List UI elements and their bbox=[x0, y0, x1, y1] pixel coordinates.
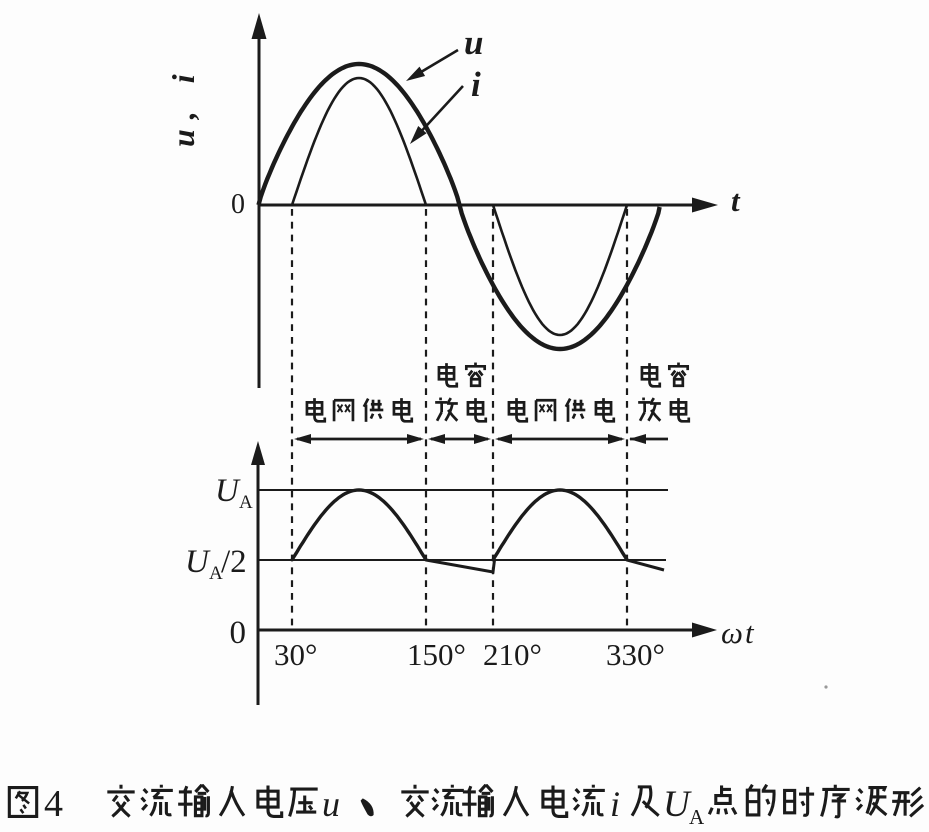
svg-text:U: U bbox=[663, 784, 692, 825]
svg-text:i: i bbox=[610, 784, 620, 824]
svg-text:0: 0 bbox=[231, 189, 245, 220]
svg-text:/2: /2 bbox=[221, 544, 247, 580]
svg-text:330°: 330° bbox=[606, 637, 665, 672]
svg-text:t: t bbox=[745, 615, 755, 650]
svg-text:A: A bbox=[209, 563, 223, 584]
svg-text:t: t bbox=[731, 183, 741, 218]
svg-text:U: U bbox=[215, 473, 241, 509]
svg-text:A: A bbox=[239, 492, 253, 513]
svg-text:210°: 210° bbox=[483, 637, 542, 672]
svg-text:30°: 30° bbox=[274, 637, 317, 672]
svg-text:ω: ω bbox=[721, 615, 743, 650]
svg-text:u: u bbox=[322, 784, 340, 824]
svg-text:U: U bbox=[185, 544, 211, 580]
svg-text:150°: 150° bbox=[407, 637, 466, 672]
svg-text:u, i: u, i bbox=[165, 64, 201, 147]
svg-text:4: 4 bbox=[44, 783, 63, 825]
svg-text:A: A bbox=[689, 805, 705, 829]
svg-text:u: u bbox=[464, 23, 483, 62]
svg-text:i: i bbox=[471, 65, 481, 104]
svg-text:0: 0 bbox=[230, 615, 247, 651]
